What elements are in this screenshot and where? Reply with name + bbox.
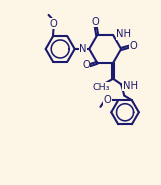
Text: O: O: [104, 95, 112, 105]
Text: NH: NH: [123, 81, 138, 91]
Text: O: O: [82, 60, 90, 70]
Text: NH: NH: [116, 29, 131, 39]
Text: O: O: [50, 19, 57, 29]
Text: N: N: [79, 44, 87, 54]
Text: O: O: [129, 41, 137, 51]
Text: CH₃: CH₃: [93, 83, 110, 92]
Text: O: O: [91, 16, 99, 26]
